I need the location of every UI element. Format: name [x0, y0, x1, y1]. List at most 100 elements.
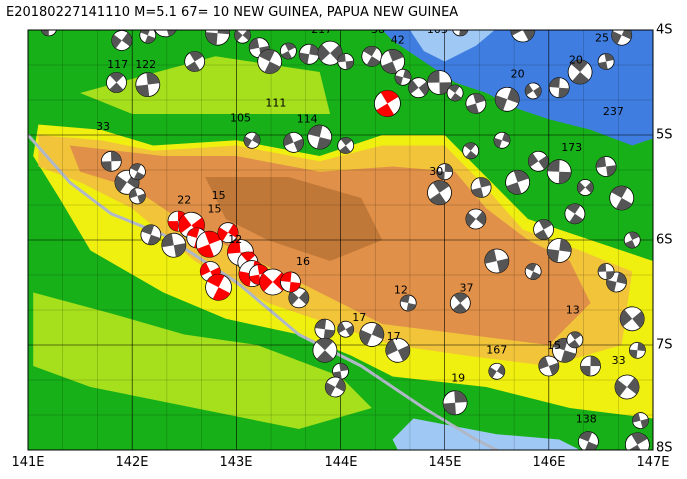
focal-mechanism-event: [184, 51, 206, 72]
focal-mechanism-event: [629, 341, 646, 359]
beachball-quadrant: [141, 224, 155, 235]
focal-mechanism-event: [488, 362, 506, 380]
beachball-quadrant: [507, 88, 520, 104]
focal-mechanism-event: [484, 248, 510, 274]
depth-label: 17: [387, 330, 401, 343]
beachball-quadrant: [41, 30, 49, 36]
focal-mechanism-event: [524, 263, 542, 280]
beachball-quadrant: [281, 51, 293, 59]
focal-mechanism-event: [288, 287, 310, 309]
beachball-quadrant: [212, 287, 231, 301]
beachball-quadrant: [316, 338, 334, 351]
depth-label: 114: [297, 112, 318, 125]
beachball-quadrant: [259, 273, 273, 292]
focal-mechanism-event: [548, 77, 570, 99]
focal-mechanism-event: [451, 19, 469, 37]
beachball-quadrant: [640, 418, 649, 429]
lon-label-143e: 143E: [219, 455, 253, 470]
beachball-quadrant: [452, 19, 461, 28]
beachball-quadrant: [137, 193, 146, 204]
focal-mechanism-event: [595, 156, 617, 177]
beachball-quadrant: [293, 138, 304, 152]
beachball-quadrant: [620, 309, 633, 327]
focal-mechanism-event: [139, 30, 157, 44]
beachball-quadrant: [488, 366, 497, 379]
beachball-quadrant: [604, 53, 614, 62]
beachball-quadrant: [444, 163, 453, 173]
focal-mechanism-event: [100, 150, 122, 172]
beachball-quadrant: [513, 170, 529, 183]
focal-mechanism-event: [153, 30, 178, 38]
depth-label: 22: [177, 193, 191, 206]
focal-mechanism-event: [161, 232, 187, 258]
beachball-quadrant: [529, 271, 541, 280]
beachball-quadrant: [478, 177, 491, 188]
focal-mechanism-event: [580, 355, 601, 377]
beachball-quadrant: [547, 159, 560, 172]
focal-mechanism-event: [462, 142, 480, 160]
focal-mechanism-event: [332, 362, 349, 380]
focal-mechanism-event: [243, 131, 261, 149]
border-layer: [28, 134, 501, 450]
focal-mechanism-event: [567, 59, 593, 85]
beachball-quadrant: [560, 350, 576, 363]
beachball-quadrant: [400, 295, 410, 303]
southern-plain: [33, 292, 372, 429]
focal-mechanism-event: [546, 238, 572, 263]
focal-mechanism-event: [307, 124, 333, 150]
focal-mechanism-event: [597, 53, 615, 70]
beachball-quadrant: [339, 363, 349, 372]
beachball-quadrant: [388, 49, 404, 62]
beachball-quadrant: [611, 186, 628, 198]
depth-label: 217: [311, 23, 332, 36]
beachball-quadrant: [598, 263, 607, 272]
beachball-quadrant: [568, 339, 580, 348]
beachball-quadrant: [632, 412, 641, 423]
depth-label: 15: [212, 189, 226, 202]
focal-mechanism-event: [465, 208, 487, 230]
beachball-quadrant: [121, 32, 132, 47]
beachball-quadrant: [506, 182, 522, 195]
depth-label: 173: [561, 141, 582, 154]
focal-mechanism-event: [619, 306, 645, 332]
highlighted-event: [280, 271, 301, 293]
focal-mechanism-event: [40, 30, 57, 37]
focal-mechanism-event: [106, 72, 127, 93]
beachball-quadrant: [280, 272, 292, 282]
depth-label: 122: [135, 58, 156, 71]
beachball-quadrant: [363, 46, 377, 57]
map-frame: [27, 29, 654, 451]
beachball-quadrant: [249, 37, 260, 50]
beachball-quadrant: [475, 211, 486, 226]
beachball-quadrant: [189, 51, 204, 62]
focal-mechanism-event: [528, 150, 549, 172]
depth-label: 167: [486, 343, 507, 356]
depth-label: 15: [208, 203, 222, 216]
beachball-quadrant: [323, 329, 335, 340]
depth-label: 103: [427, 23, 448, 36]
beachball-quadrant: [534, 229, 549, 240]
focal-mechanism-event: [337, 320, 355, 338]
beachball-quadrant: [101, 161, 112, 172]
focal-mechanism-event: [442, 390, 468, 416]
beachball-quadrant: [472, 93, 486, 104]
focal-mechanism-event: [510, 30, 536, 43]
beachball-quadrant: [569, 213, 584, 224]
beachball-quadrant: [494, 137, 502, 148]
beachball-quadrant: [109, 82, 124, 93]
focal-mechanism-event: [465, 93, 487, 114]
beachball-quadrant: [547, 248, 560, 263]
north-shelf: [409, 30, 495, 62]
beachball-quadrant: [380, 90, 399, 104]
beachball-quadrant: [376, 103, 395, 117]
beachball-quadrant: [130, 163, 142, 172]
beachball-quadrant: [335, 378, 346, 392]
beachball-quadrant: [596, 156, 607, 168]
beachball-quadrant: [316, 137, 332, 150]
focal-mechanism-event: [380, 49, 406, 74]
beachball-quadrant: [146, 72, 160, 85]
depth-label: 105: [230, 111, 251, 124]
focal-mechanism-event: [494, 86, 520, 112]
beachball-quadrant: [628, 232, 640, 240]
